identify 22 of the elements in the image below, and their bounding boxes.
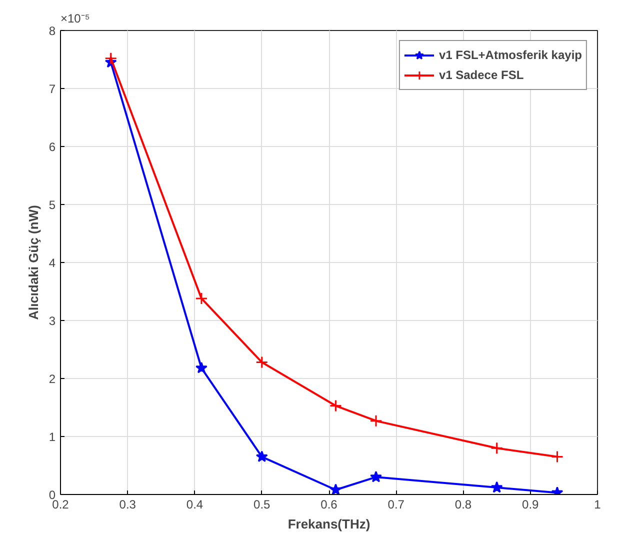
y-tick-label: 6	[48, 140, 56, 154]
y-tick-label: 2	[48, 372, 56, 386]
y-tick-label: 4	[48, 256, 56, 270]
x-axis-title: Frekans(THz)	[288, 516, 370, 532]
x-tick-label: 0.5	[254, 498, 271, 512]
x-tick-label: 0.6	[320, 498, 338, 512]
x-tick-label: 0.3	[119, 498, 136, 512]
x-tick-label: 0.2	[52, 498, 70, 512]
x-tick-label: 0.9	[522, 498, 540, 512]
y-tick-label: 1	[48, 430, 56, 444]
text: ×10⁻⁵	[60, 12, 90, 26]
y-tick-label: 7	[48, 82, 56, 96]
y-axis-title: Alıcıdaki Güç (nW)	[26, 205, 41, 320]
x-tick-label: 1	[594, 498, 602, 512]
y-tick-label: 5	[48, 198, 56, 212]
legend-label: v1 FSL+Atmosferik kayip	[438, 48, 582, 62]
legend-label: v1 Sadece FSL	[438, 68, 524, 82]
x-tick-label: 0.8	[454, 498, 472, 512]
x-tick-label: 0.7	[388, 498, 405, 512]
y-tick-label: 3	[48, 314, 56, 328]
x-tick-label: 0.4	[186, 498, 204, 512]
y-tick-label: 8	[48, 24, 56, 38]
